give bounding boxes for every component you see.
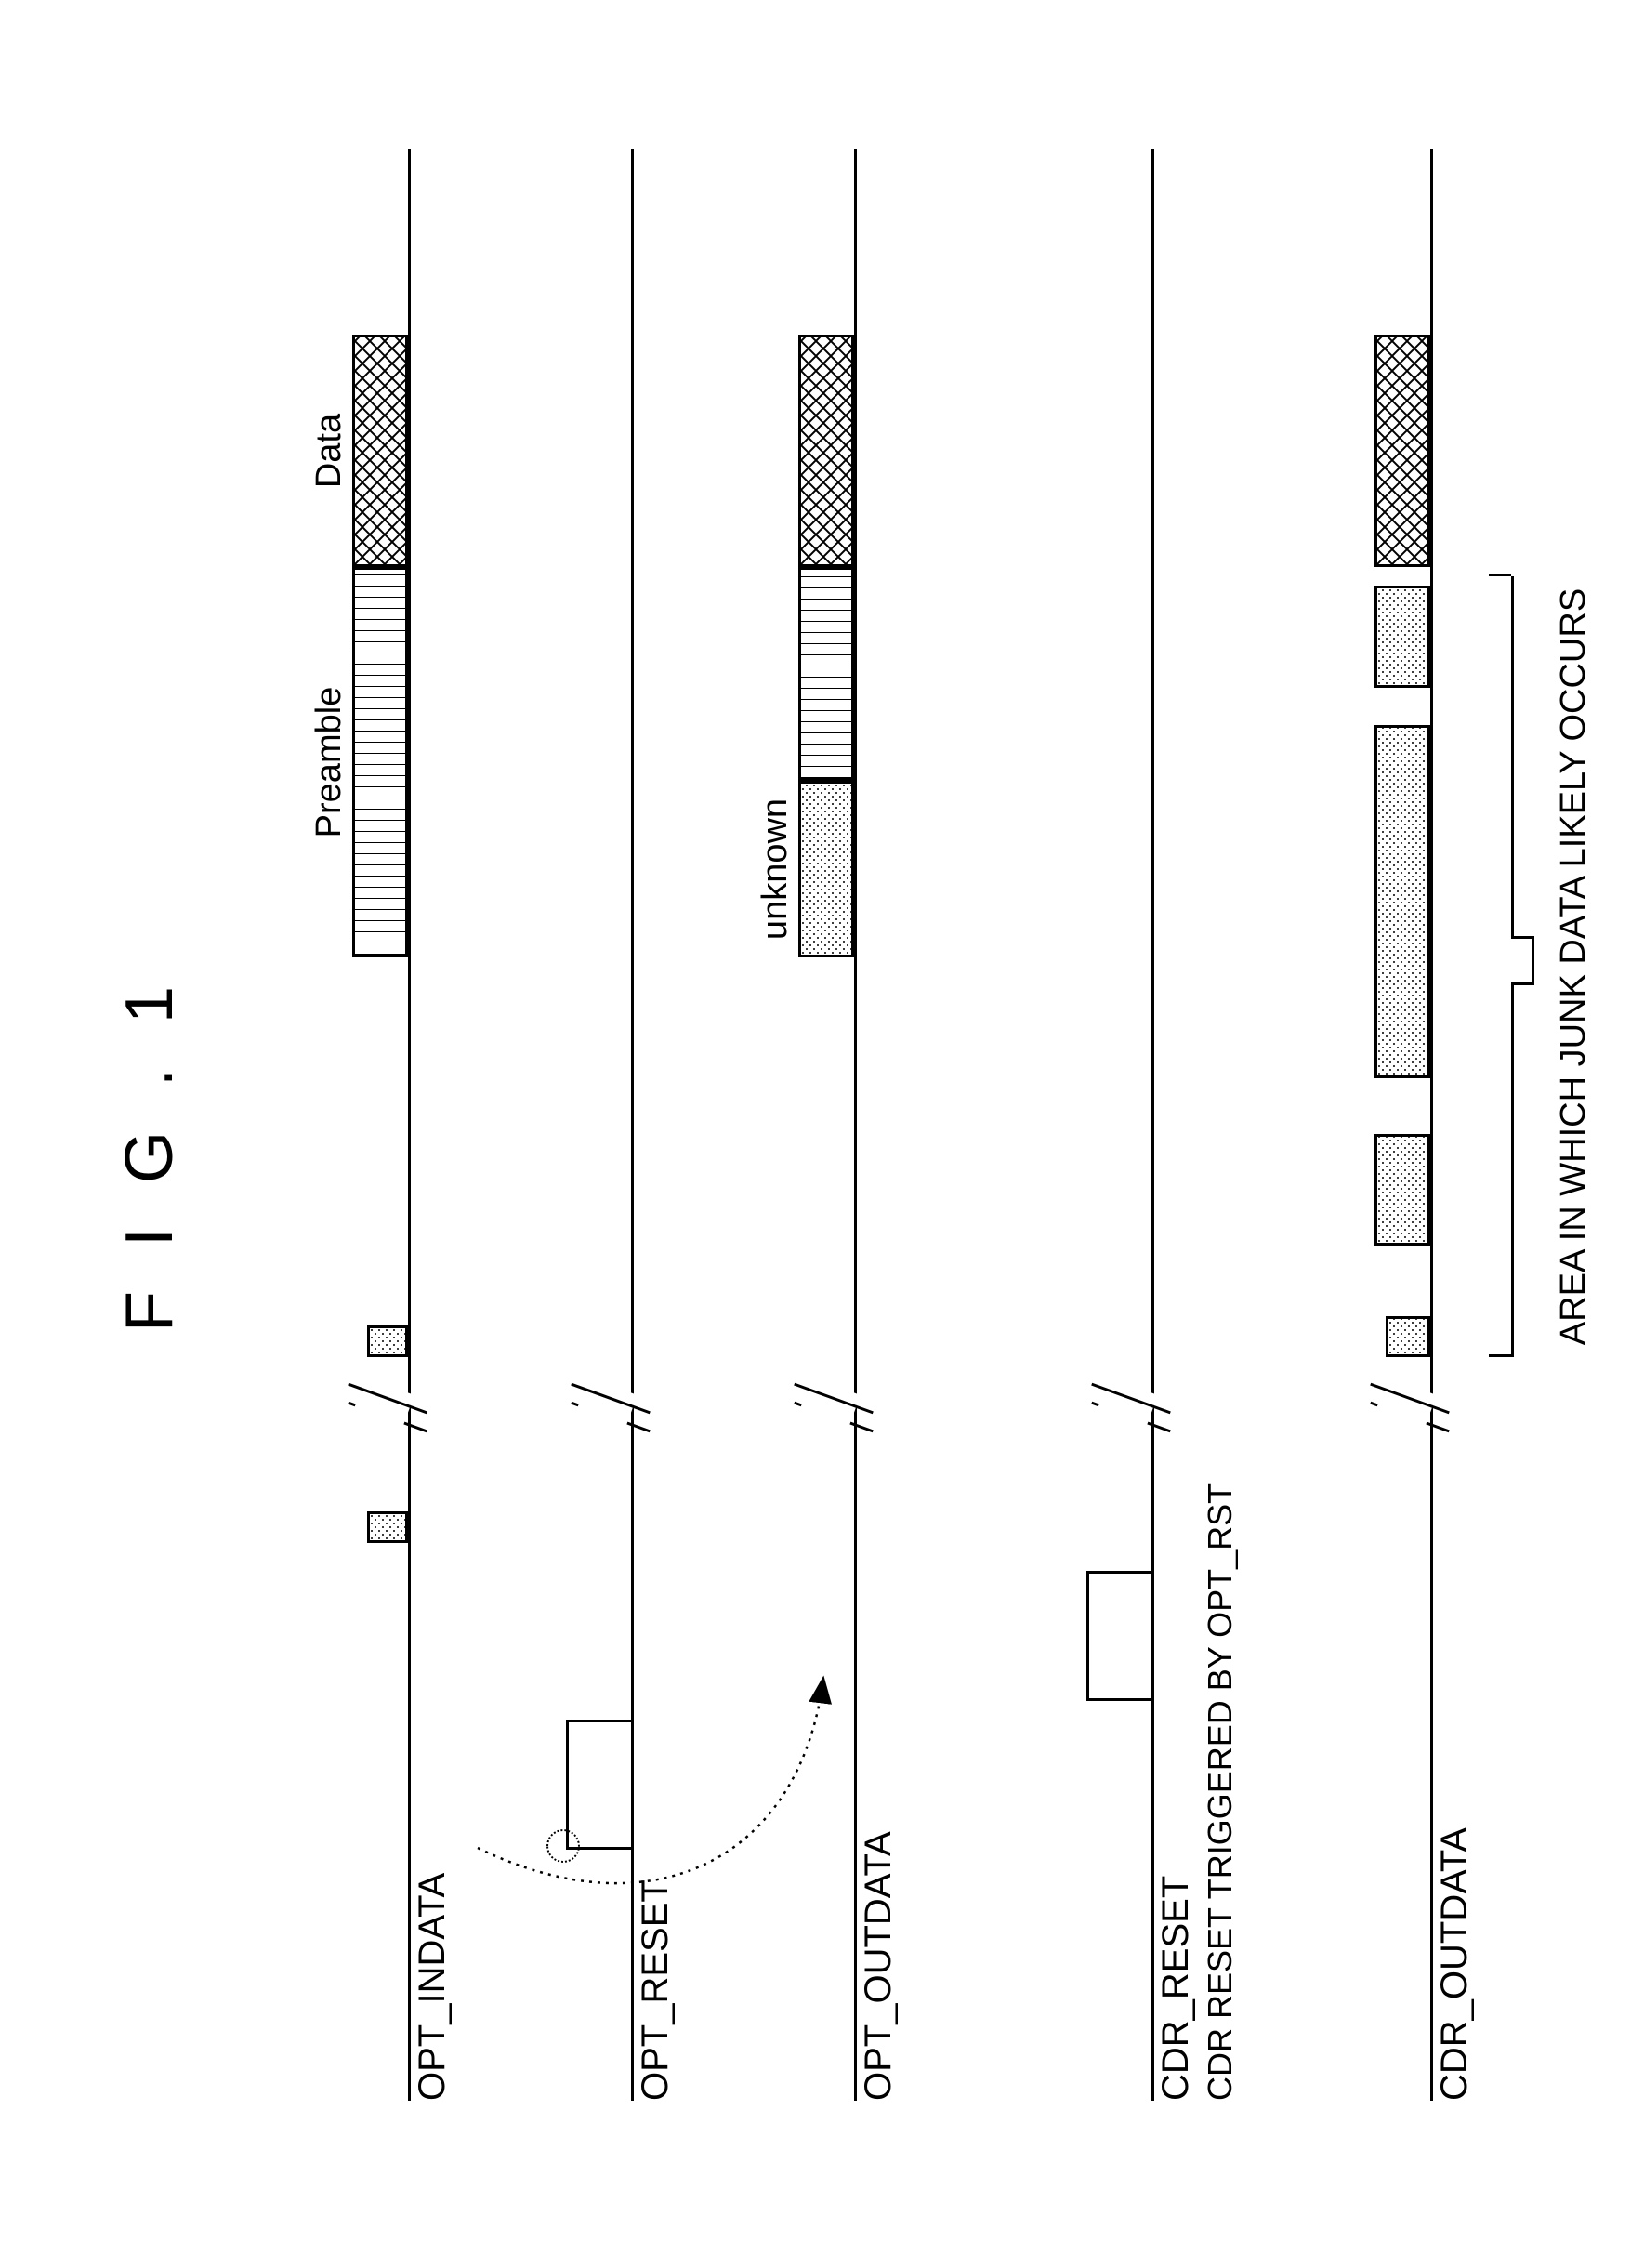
reset-pulse [1086, 1571, 1151, 1701]
unknown-segment [798, 781, 854, 957]
data-segment [798, 335, 854, 567]
time-break [569, 1376, 662, 1431]
trigger-source-circle [546, 1829, 580, 1863]
junk-area-brace: AREA IN WHICH JUNK DATA LIKELY OCCURS [1489, 149, 1619, 2101]
signal-cdr-outdata: CDR_OUTDATA [1266, 149, 1433, 2101]
noise-blip [367, 1325, 408, 1357]
signal-label: CDR_RESET [1155, 1876, 1197, 2101]
noise-blip [367, 1511, 408, 1543]
time-break [1089, 1376, 1182, 1431]
time-break [346, 1376, 439, 1431]
baseline [854, 149, 857, 2101]
segment-label: Preamble [309, 567, 349, 957]
junk-area-label: AREA IN WHICH JUNK DATA LIKELY OCCURS [1554, 576, 1594, 1357]
signal-opt-outdata: unknown OPT_OUTDATA [690, 149, 857, 2101]
segment-label: unknown [756, 781, 796, 957]
segment-label: Data [309, 335, 349, 567]
cdr-reset-note: CDR RESET TRIGGERED BY OPT_RST [1201, 1483, 1240, 2101]
signal-label: CDR_OUTDATA [1434, 1827, 1476, 2101]
data-segment [1374, 335, 1430, 567]
signal-cdr-reset: CDR_RESET CDR RESET TRIGGERED BY OPT_RST [950, 149, 1154, 2101]
time-break [792, 1376, 885, 1431]
preamble-segment [352, 567, 408, 957]
data-segment [352, 335, 408, 567]
time-break [1368, 1376, 1461, 1431]
preamble-segment [798, 567, 854, 781]
signal-opt-reset: OPT_RESET [467, 149, 634, 2101]
signal-label: OPT_INDATA [412, 1873, 454, 2101]
baseline [631, 149, 634, 2101]
signal-opt-indata: Preamble Data OPT_INDATA [243, 149, 411, 2101]
baseline [1151, 149, 1154, 2101]
timing-diagram: Preamble Data OPT_INDATA OPT_RESET unkno… [243, 149, 1619, 2101]
junk-segment [1374, 586, 1430, 688]
junk-segment [1374, 1134, 1430, 1246]
signal-label: OPT_OUTDATA [858, 1831, 900, 2101]
signal-label: OPT_RESET [635, 1879, 677, 2101]
baseline [408, 149, 411, 2101]
baseline [1430, 149, 1433, 2101]
reset-pulse [566, 1720, 631, 1850]
figure-title: F I G . 1 [112, 149, 188, 2156]
junk-segment [1374, 725, 1430, 1078]
junk-segment [1386, 1316, 1430, 1357]
